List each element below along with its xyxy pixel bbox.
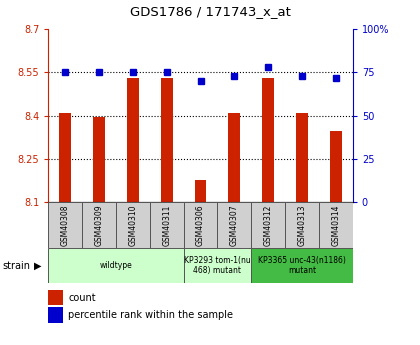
Bar bbox=[251, 202, 285, 248]
Bar bbox=[194, 180, 207, 202]
Bar bbox=[116, 202, 150, 248]
Text: percentile rank within the sample: percentile rank within the sample bbox=[68, 310, 234, 320]
Text: wildtype: wildtype bbox=[100, 261, 132, 270]
Text: GSM40311: GSM40311 bbox=[162, 205, 171, 246]
Bar bbox=[127, 78, 139, 202]
Text: GSM40309: GSM40309 bbox=[94, 204, 104, 246]
Text: ▶: ▶ bbox=[34, 261, 42, 270]
Text: GSM40306: GSM40306 bbox=[196, 204, 205, 246]
Bar bbox=[150, 202, 184, 248]
Bar bbox=[330, 131, 342, 202]
Text: GSM40313: GSM40313 bbox=[297, 204, 307, 246]
Bar bbox=[59, 113, 71, 202]
Bar bbox=[48, 202, 82, 248]
Text: GSM40314: GSM40314 bbox=[331, 204, 340, 246]
Text: GSM40312: GSM40312 bbox=[264, 205, 273, 246]
Bar bbox=[93, 117, 105, 202]
Text: strain: strain bbox=[2, 261, 30, 270]
Bar bbox=[296, 113, 308, 202]
Bar bbox=[319, 202, 353, 248]
Bar bbox=[218, 202, 251, 248]
Bar bbox=[251, 248, 353, 283]
Text: GDS1786 / 171743_x_at: GDS1786 / 171743_x_at bbox=[129, 5, 291, 18]
Text: KP3365 unc-43(n1186)
mutant: KP3365 unc-43(n1186) mutant bbox=[258, 256, 346, 275]
Bar bbox=[161, 78, 173, 202]
Bar bbox=[285, 202, 319, 248]
Bar bbox=[262, 78, 274, 202]
Bar bbox=[228, 113, 240, 202]
Bar bbox=[82, 202, 116, 248]
Text: GSM40310: GSM40310 bbox=[129, 204, 137, 246]
Text: KP3293 tom-1(nu
468) mutant: KP3293 tom-1(nu 468) mutant bbox=[184, 256, 251, 275]
Bar bbox=[184, 248, 251, 283]
Bar bbox=[184, 202, 218, 248]
Text: GSM40307: GSM40307 bbox=[230, 204, 239, 246]
Text: count: count bbox=[68, 293, 96, 303]
Bar bbox=[48, 248, 184, 283]
Text: GSM40308: GSM40308 bbox=[61, 204, 70, 246]
